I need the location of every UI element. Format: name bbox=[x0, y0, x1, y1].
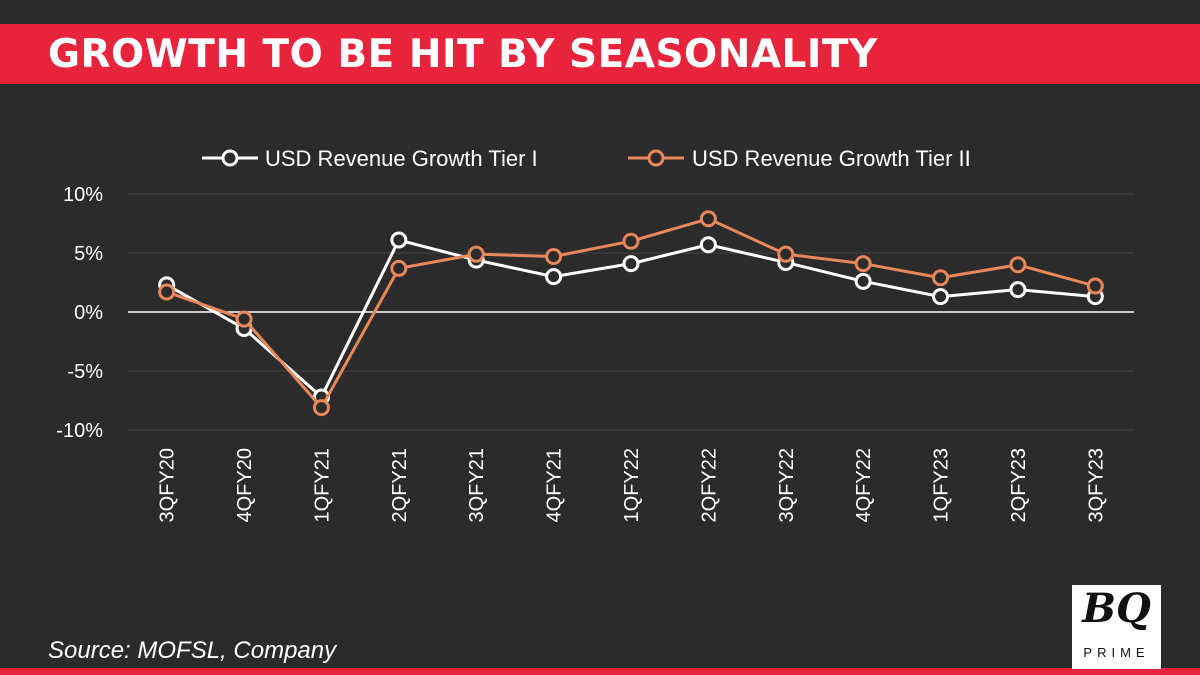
x-tick-label: 4QFY21 bbox=[544, 448, 566, 522]
series-1 bbox=[158, 231, 1104, 406]
gridlines bbox=[128, 193, 1134, 431]
x-tick-label: 3QFY21 bbox=[466, 448, 488, 522]
x-tick-label: 2QFY23 bbox=[1008, 448, 1030, 522]
x-tick-label: 2QFY21 bbox=[389, 448, 411, 522]
bottom-bar bbox=[0, 668, 1200, 675]
y-tick-label: -5% bbox=[67, 361, 103, 383]
data-point bbox=[235, 310, 253, 328]
y-tick-label: 0% bbox=[74, 302, 103, 324]
data-point bbox=[699, 236, 717, 254]
data-point bbox=[1086, 277, 1104, 295]
x-tick-label: 3QFY23 bbox=[1085, 448, 1107, 522]
x-tick-label: 2QFY22 bbox=[698, 448, 720, 522]
logo-subtext: PRIME bbox=[1083, 645, 1150, 660]
series-lines bbox=[158, 210, 1104, 417]
data-point bbox=[932, 269, 950, 287]
data-point bbox=[312, 399, 330, 417]
y-tick-label: 5% bbox=[74, 243, 103, 265]
y-tick-label: 10% bbox=[63, 184, 103, 206]
series-2 bbox=[158, 210, 1104, 417]
legend-label: USD Revenue Growth Tier I bbox=[265, 146, 538, 171]
data-point bbox=[158, 283, 176, 301]
chart-title: GROWTH TO BE HIT BY SEASONALITY bbox=[48, 32, 878, 77]
legend-marker bbox=[221, 149, 239, 167]
data-point bbox=[545, 248, 563, 266]
x-tick-label: 4QFY22 bbox=[853, 448, 875, 522]
data-point bbox=[1009, 281, 1027, 299]
y-axis-ticks: 10% 5% 0% -5% -10% bbox=[56, 184, 103, 442]
y-tick-label: -10% bbox=[56, 420, 103, 442]
data-point bbox=[622, 255, 640, 273]
title-bar bbox=[0, 24, 1200, 84]
data-point bbox=[854, 272, 872, 290]
data-point bbox=[854, 255, 872, 273]
x-tick-label: 4QFY20 bbox=[234, 448, 256, 522]
data-point bbox=[699, 210, 717, 228]
data-point bbox=[545, 268, 563, 286]
data-point bbox=[467, 245, 485, 263]
x-tick-label: 1QFY21 bbox=[311, 448, 333, 522]
data-point bbox=[932, 288, 950, 306]
legend-label: USD Revenue Growth Tier II bbox=[692, 146, 971, 171]
logo-mark: BQ bbox=[1082, 585, 1151, 632]
x-tick-label: 3QFY20 bbox=[157, 448, 179, 522]
data-point bbox=[777, 245, 795, 263]
data-point bbox=[390, 231, 408, 249]
x-tick-label: 3QFY22 bbox=[776, 448, 798, 522]
bq-prime-logo: BQ PRIME bbox=[1072, 585, 1161, 669]
source-note: Source: MOFSL, Company bbox=[48, 637, 337, 664]
legend: USD Revenue Growth Tier I USD Revenue Gro… bbox=[202, 146, 971, 171]
x-tick-label: 1QFY23 bbox=[931, 448, 953, 522]
data-point bbox=[622, 232, 640, 250]
x-tick-label: 1QFY22 bbox=[621, 448, 643, 522]
x-axis-ticks: 3QFY20 4QFY20 1QFY21 2QFY21 3QFY21 4QFY21 1QFY… bbox=[157, 448, 1108, 522]
legend-marker bbox=[647, 149, 665, 167]
data-point bbox=[390, 259, 408, 277]
legend-item: USD Revenue Growth Tier I bbox=[202, 146, 538, 171]
legend-item: USD Revenue Growth Tier II bbox=[628, 146, 971, 171]
data-point bbox=[1009, 256, 1027, 274]
